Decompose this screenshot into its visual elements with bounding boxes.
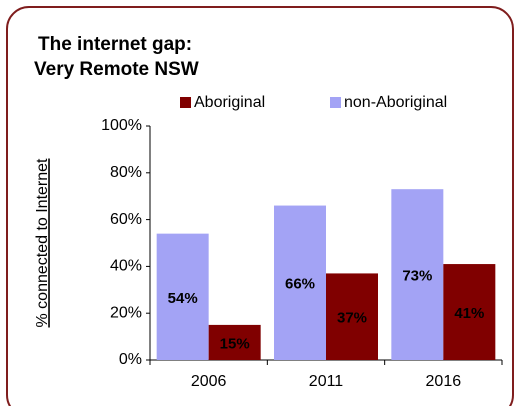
x-tick-label: 2011 xyxy=(309,373,344,390)
value-label: 37% xyxy=(337,310,367,327)
legend-label: Aboriginal xyxy=(194,94,265,111)
legend-swatch xyxy=(180,97,191,108)
value-label: 73% xyxy=(402,268,432,285)
y-tick-label: 60% xyxy=(110,211,142,228)
y-axis-label: % connected to Internet xyxy=(34,158,51,328)
bar xyxy=(156,233,209,360)
bar xyxy=(326,273,378,360)
y-tick-label: 20% xyxy=(110,304,142,321)
bar xyxy=(274,205,326,360)
bar xyxy=(391,189,444,360)
chart-title: Very Remote NSW xyxy=(34,59,199,80)
x-tick-label: 2006 xyxy=(191,373,227,390)
frame xyxy=(6,6,514,406)
y-tick-label: 100% xyxy=(101,117,142,134)
value-label: 15% xyxy=(220,335,250,352)
legend-label: non-Aboriginal xyxy=(344,94,447,111)
y-tick-label: 80% xyxy=(110,164,142,181)
x-tick-label: 2016 xyxy=(426,373,462,390)
legend-swatch xyxy=(330,97,341,108)
value-label: 54% xyxy=(168,290,198,307)
y-tick-label: 40% xyxy=(110,258,142,275)
y-tick-label: 0% xyxy=(119,351,142,368)
value-label: 41% xyxy=(454,305,484,322)
value-label: 66% xyxy=(285,276,315,293)
bar xyxy=(443,264,496,360)
chart-title: The internet gap: xyxy=(38,34,192,55)
bar xyxy=(208,324,261,360)
